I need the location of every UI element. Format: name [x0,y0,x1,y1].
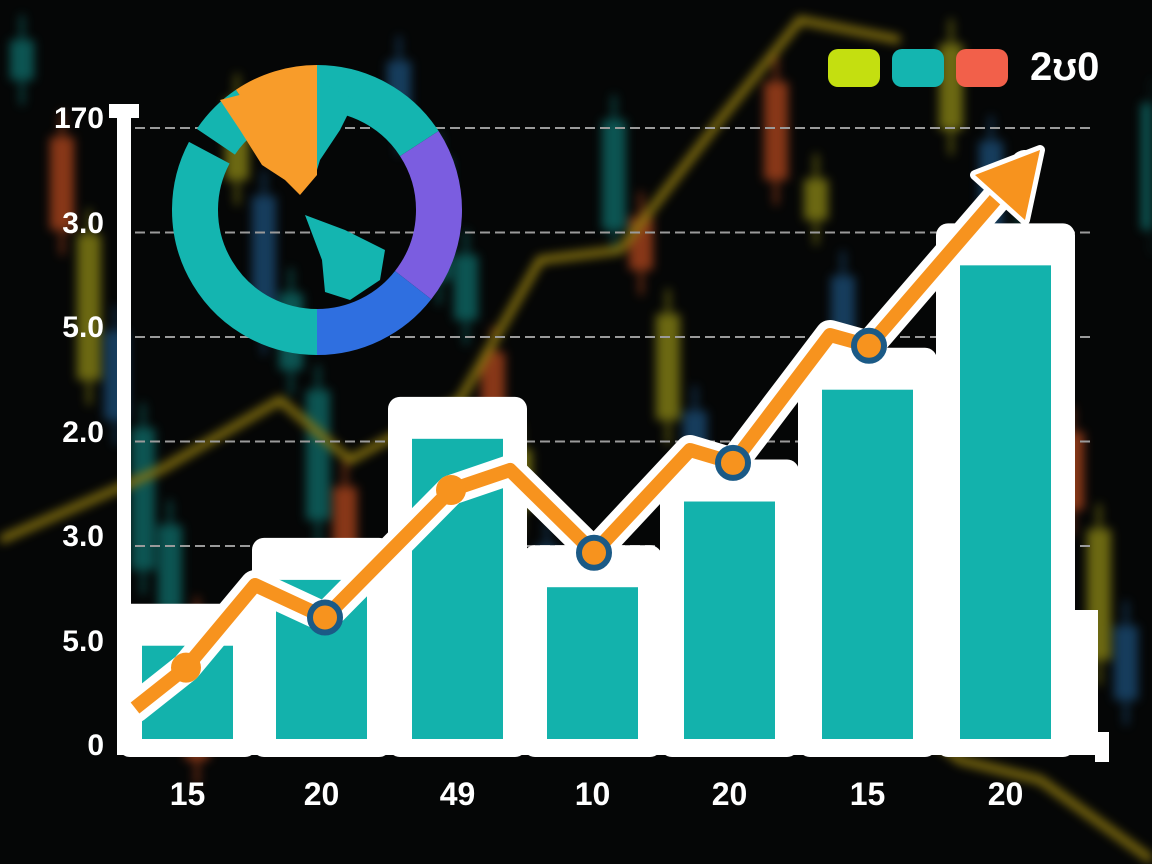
x-tick-label: 20 [303,776,340,812]
bar-5 [822,389,913,739]
candle-body [77,234,101,380]
y-tick-label: 170 [53,102,104,135]
donut-segment [394,131,462,300]
x-tick-label: 20 [987,776,1024,812]
globe-south-america [305,215,385,300]
x-tick-label: 20 [711,776,748,812]
y-tick-label: 2.0 [62,415,104,449]
x-tick-label: 10 [574,776,611,812]
legend-swatch-coral [956,48,1008,87]
bar-3 [547,587,638,739]
line-marker-3 [576,534,612,571]
candle-body [10,40,34,80]
legend: 2ʊ0 [828,45,1099,90]
candle-body [764,82,788,180]
y-tick-label: 3.0 [62,206,104,240]
x-tick-label: 15 [849,776,886,812]
bar-6 [960,265,1051,739]
background-trend-line [0,15,901,544]
donut-segment [316,270,432,355]
bar-4 [684,501,775,739]
donut-segment [172,141,318,355]
candle-body [454,255,478,320]
candle-body [602,120,626,230]
candle-body [306,390,330,520]
legend-swatch-lime [828,48,880,87]
globe-greenland [317,80,355,170]
y-tick-label: 3.0 [62,520,104,553]
line-marker-0 [171,652,201,683]
x-tick-label: 15 [169,776,206,812]
y-tick-label: 0 [87,729,104,762]
arrow-head [975,150,1040,220]
candle-body [804,179,828,220]
legend-label: 2ʊ0 [1030,45,1100,89]
candle-body [50,137,74,230]
y-tick-label: 5.0 [62,311,104,344]
candle-body [158,525,182,610]
x-axis-cap [1095,732,1109,762]
x-tick-label: 49 [439,776,476,812]
line-marker-1 [307,599,343,636]
candle-body [1141,103,1152,230]
candle-body [656,314,680,420]
line-series [130,160,1031,714]
y-axis-line [117,112,131,755]
globe-north-america [220,75,317,195]
candle-body [1114,626,1138,700]
line-marker-5 [851,327,887,364]
y-tick-label: 5.0 [62,624,104,658]
line-marker-2 [436,475,466,506]
y-axis-cap [109,104,139,118]
line-marker-4 [715,444,751,481]
legend-swatch-teal [892,48,944,87]
